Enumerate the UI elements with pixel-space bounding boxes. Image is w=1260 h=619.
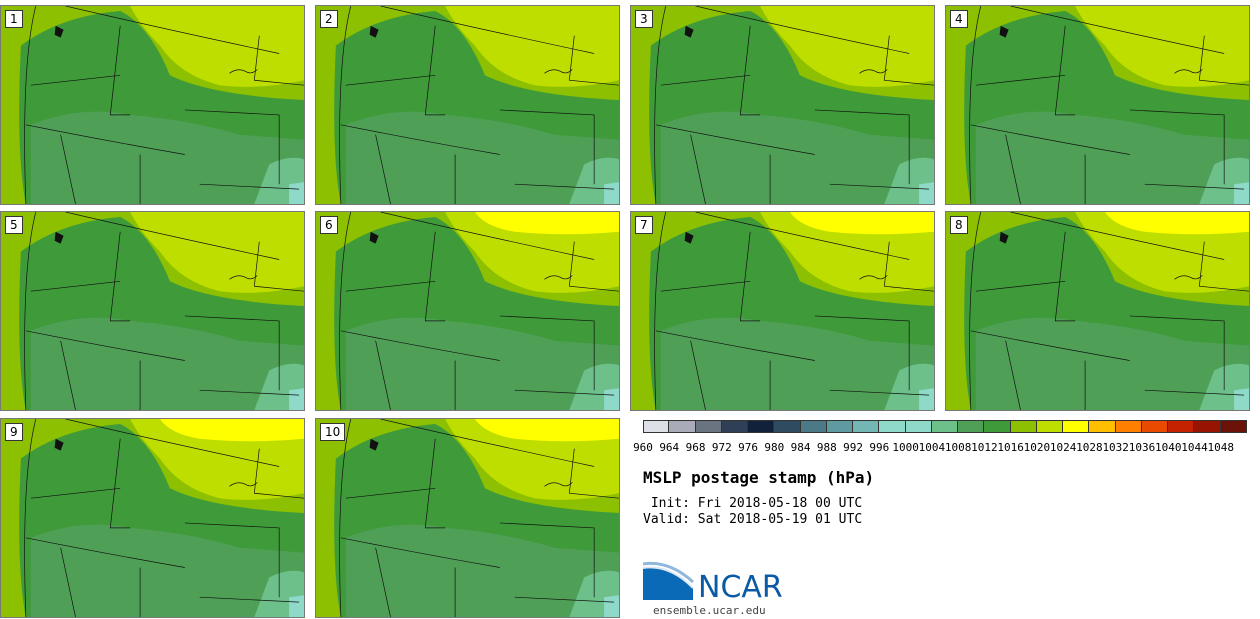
colorbar-swatch: [774, 420, 801, 433]
panel-number-label: 2: [320, 10, 338, 28]
ensemble-member-panel: 5: [0, 211, 305, 411]
colorbar-swatch: [643, 420, 670, 433]
ensemble-member-panel: 4: [945, 5, 1250, 205]
colorbar-swatch: [1168, 420, 1195, 433]
colorbar-swatch: [669, 420, 696, 433]
panel-number-label: 4: [950, 10, 968, 28]
colorbar-swatch: [721, 420, 749, 433]
colorbar-tick-label: 996: [869, 441, 890, 454]
colorbar-tick-label: 964: [659, 441, 680, 454]
colorbar-tick-label: 1044: [1181, 441, 1208, 454]
colorbar-tick-label: 1012: [971, 441, 998, 454]
panel-number-label: 5: [5, 216, 23, 234]
ncar-logo-icon: [643, 561, 695, 600]
init-time: Init: Fri 2018-05-18 00 UTC: [643, 496, 863, 511]
ensemble-member-panel: 10: [315, 418, 620, 618]
colorbar-swatch: [1141, 420, 1169, 433]
colorbar-tick-label: 960: [633, 441, 653, 454]
colorbar-tick-label: 1000: [892, 441, 919, 454]
colorbar-tick-label: 1024: [1049, 441, 1077, 454]
panel-number-label: 10: [320, 423, 346, 441]
panel-number-label: 6: [320, 216, 338, 234]
colorbar-swatch: [879, 420, 906, 433]
colorbar-swatch: [748, 420, 775, 433]
panel-number-label: 3: [635, 10, 653, 28]
panel-number-label: 7: [635, 216, 653, 234]
colorbar-tick-label: 1040: [1154, 441, 1182, 454]
ensemble-member-panel: 1: [0, 5, 305, 205]
colorbar-tick-label: 988: [816, 441, 837, 454]
ensemble-member-panel: 9: [0, 418, 305, 618]
colorbar-tick-label: 1032: [1102, 441, 1129, 454]
colorbar-swatch: [800, 420, 827, 433]
colorbar-swatch: [826, 420, 854, 433]
logo-url: ensemble.ucar.edu: [653, 604, 766, 617]
colorbar-swatch: [984, 420, 1011, 433]
colorbar-swatch: [853, 420, 880, 433]
ensemble-member-panel: 6: [315, 211, 620, 411]
colorbar-tick-label: 1020: [1023, 441, 1051, 454]
colorbar-swatch: [958, 420, 985, 433]
colorbar-swatch: [905, 420, 932, 433]
panel-number-label: 1: [5, 10, 23, 28]
panel-number-label: 8: [950, 216, 968, 234]
colorbar-tick-label: 984: [790, 441, 811, 454]
colorbar-tick-label: 968: [685, 441, 706, 454]
colorbar-tick-label: 1016: [997, 441, 1024, 454]
panel-number-label: 9: [5, 423, 23, 441]
colorbar-frame: [643, 420, 1247, 433]
ensemble-member-panel: 2: [315, 5, 620, 205]
colorbar-tick-label: 980: [764, 441, 785, 454]
colorbar-swatch: [1194, 420, 1221, 433]
colorbar-swatch: [1089, 420, 1116, 433]
ensemble-member-panel: 3: [630, 5, 935, 205]
page-title: MSLP postage stamp (hPa): [643, 468, 875, 487]
ensemble-member-panel: 8: [945, 211, 1250, 411]
colorbar-tick-label: 1048: [1207, 441, 1234, 454]
colorbar-swatch: [695, 420, 722, 433]
colorbar-swatch: [1115, 420, 1142, 433]
colorbar-swatch: [931, 420, 959, 433]
ncar-logo-text: NCAR: [698, 570, 783, 605]
colorbar-swatch: [1036, 420, 1064, 433]
ensemble-member-panel: 7: [630, 211, 935, 411]
colorbar-tick-label: 1008: [944, 441, 972, 454]
colorbar-tick-label: 976: [738, 441, 758, 454]
colorbar-swatch: [1063, 420, 1090, 433]
colorbar-tick-label: 972: [711, 441, 732, 454]
colorbar-tick-label: 1036: [1128, 441, 1156, 454]
colorbar-tick-label: 1004: [918, 441, 946, 454]
valid-time: Valid: Sat 2018-05-19 01 UTC: [643, 512, 863, 527]
colorbar-tick-label: 1028: [1076, 441, 1103, 454]
colorbar-swatch: [1010, 420, 1037, 433]
colorbar-tick-label: 992: [843, 441, 864, 454]
